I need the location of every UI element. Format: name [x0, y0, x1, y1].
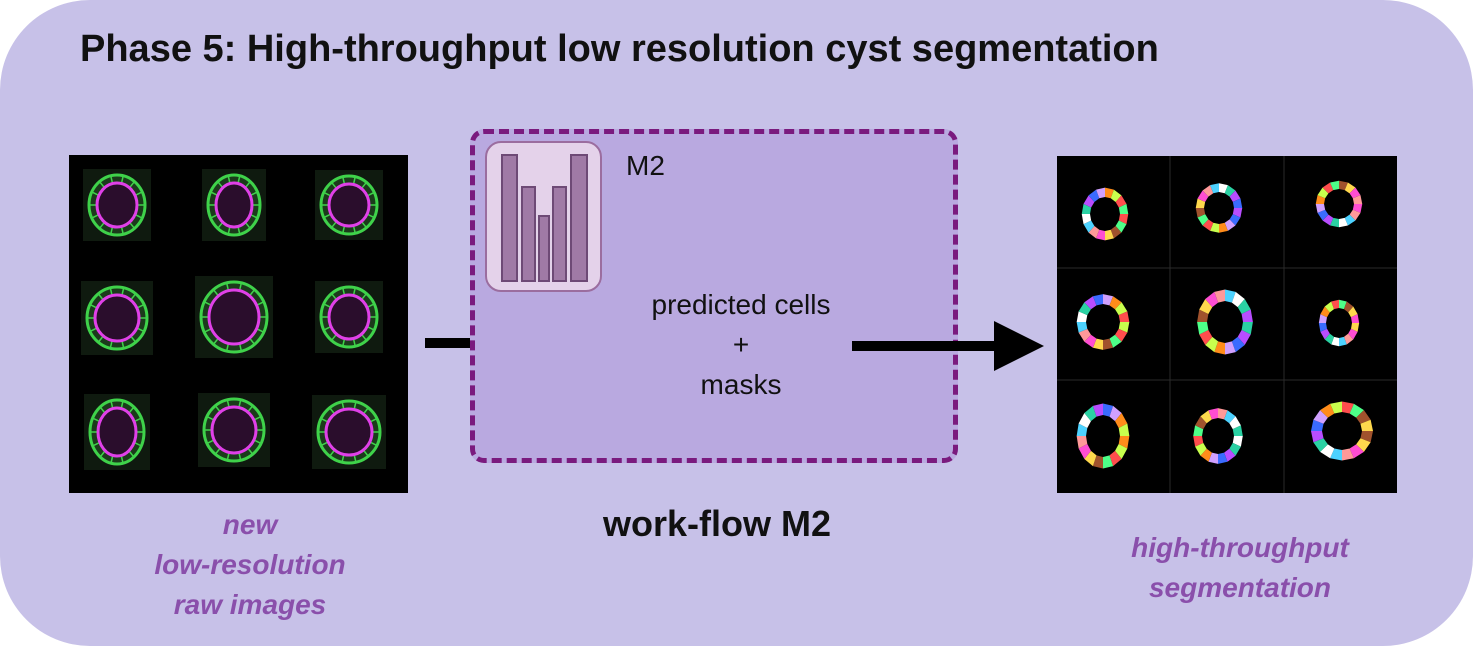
raw-caption-line1: new: [222, 509, 278, 540]
seg-caption-line2: segmentation: [1148, 572, 1332, 603]
cyst-image: [202, 169, 266, 241]
cyst-image: [81, 281, 153, 355]
bar-chart-icon: [485, 141, 602, 292]
cyst-image: [312, 395, 386, 469]
model-label: M2: [626, 150, 665, 181]
raw-images-caption: new low-resolution raw images: [100, 505, 400, 625]
output-line2: +: [732, 329, 750, 360]
seg-caption-line1: high-throughput: [1131, 532, 1349, 563]
segmented-cyst: [1081, 187, 1129, 241]
segmented-cyst: [1193, 408, 1243, 464]
cyst-image: [195, 276, 273, 358]
segmented-cyst: [1195, 183, 1243, 233]
cyst-image: [83, 169, 151, 241]
segmented-cyst: [1318, 299, 1360, 347]
cyst-image: [198, 393, 270, 467]
segmented-cyst: [1076, 403, 1130, 469]
segmented-cyst: [1311, 401, 1373, 461]
segmentation-grid: [1057, 156, 1397, 493]
page-title: Phase 5: High-throughput low resolution …: [80, 28, 1159, 70]
raw-caption-line2: low-resolution: [154, 549, 346, 580]
segmented-cyst: [1315, 180, 1363, 228]
cyst-image: [315, 170, 383, 240]
output-line1: predicted cells: [651, 289, 831, 320]
raw-image-grid: [69, 155, 408, 493]
workflow-label: work-flow M2: [602, 503, 831, 544]
arrow-right-icon: [852, 321, 1044, 371]
cyst-image: [84, 394, 150, 470]
segmented-cyst: [1197, 289, 1253, 355]
workflow-output: predicted cells + masks: [610, 285, 872, 405]
segmentation-caption: high-throughput segmentation: [1085, 528, 1395, 608]
output-line3: masks: [700, 369, 782, 400]
raw-caption-line3: raw images: [173, 589, 327, 620]
cyst-image: [315, 281, 383, 353]
segmented-cyst: [1076, 294, 1130, 350]
